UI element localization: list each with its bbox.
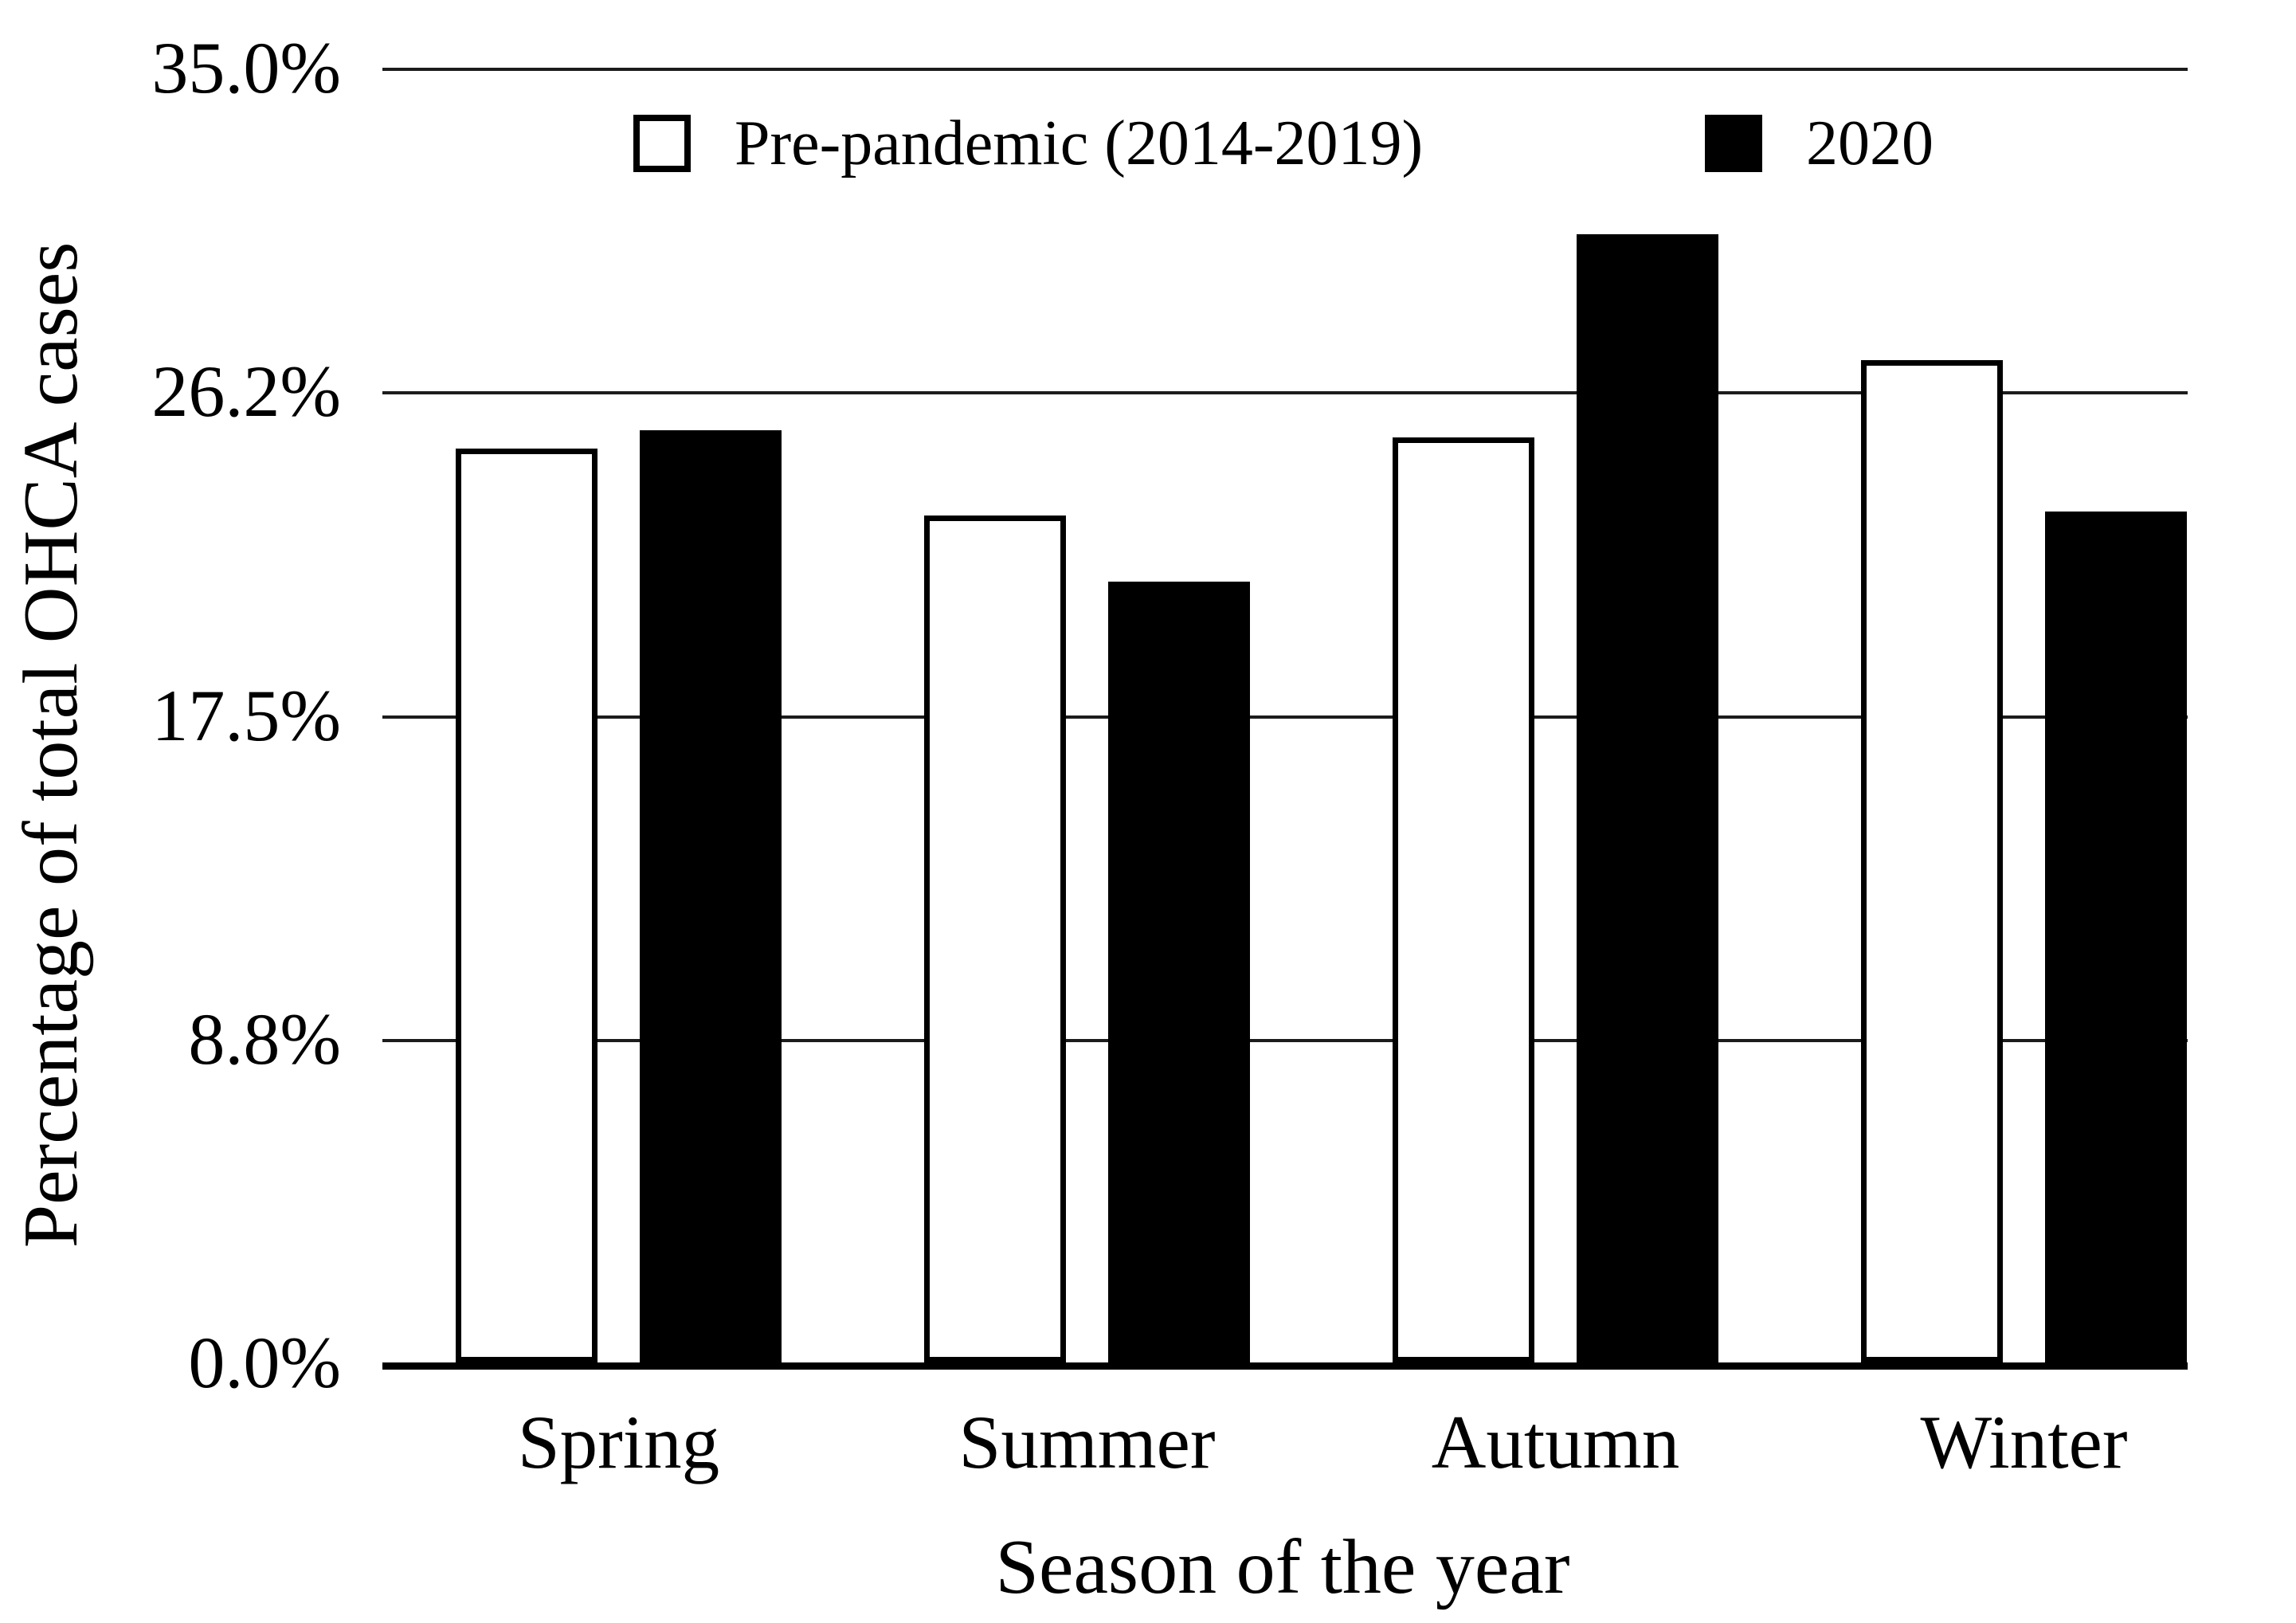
bar-winter-prepandemic [1861,360,2003,1362]
bar-winter-year2020 [2045,512,2187,1362]
x-category-label-winter: Winter [1920,1400,2128,1484]
gridline [382,68,2188,71]
bar-autumn-prepandemic [1393,437,1534,1362]
y-tick-label: 8.8% [188,998,341,1080]
bar-spring-year2020 [640,430,782,1362]
y-tick-label: 35.0% [151,27,341,108]
gridline [382,715,2188,719]
plot-area [382,68,2188,1370]
x-axis-title: Season of the year [995,1524,1570,1610]
y-tick-label: 0.0% [188,1322,341,1403]
legend-label: Pre-pandemic (2014-2019) [735,108,1424,178]
legend-item-year2020: 2020 [1705,108,1934,178]
bar-autumn-year2020 [1577,234,1718,1362]
legend-swatch-icon [1705,115,1762,172]
y-tick-label: 17.5% [151,674,341,756]
legend-swatch-icon [633,115,691,172]
x-category-label-summer: Summer [958,1400,1216,1484]
bar-summer-year2020 [1108,582,1250,1362]
legend-label: 2020 [1806,108,1934,178]
x-category-label-autumn: Autumn [1431,1400,1680,1484]
bar-spring-prepandemic [456,449,598,1362]
gridline [382,1038,2188,1042]
x-category-label-spring: Spring [517,1400,720,1484]
legend-item-prepandemic: Pre-pandemic (2014-2019) [633,108,1424,178]
gridline [382,391,2188,395]
y-tick-label: 26.2% [151,351,341,433]
bar-summer-prepandemic [924,516,1066,1362]
legend: Pre-pandemic (2014-2019) 2020 [0,108,2296,178]
